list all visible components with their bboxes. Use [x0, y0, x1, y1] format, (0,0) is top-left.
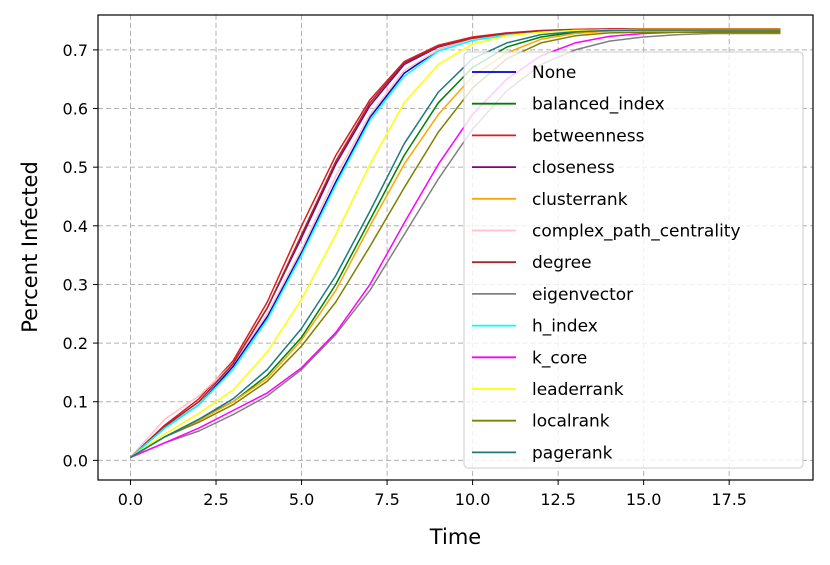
x-tick-label: 10.0 — [455, 490, 491, 509]
x-axis-ticks: 0.0 2.5 5.0 7.5 10.0 12.5 15.0 17.5 — [118, 480, 747, 509]
legend-label: None — [532, 63, 576, 83]
legend-label: betweenness — [532, 126, 645, 146]
x-tick-label: 12.5 — [540, 490, 576, 509]
legend-label: complex_path_centrality — [532, 222, 741, 242]
y-tick-label: 0.5 — [63, 158, 88, 177]
legend: None balanced_index betweenness closeness cl… — [463, 51, 804, 469]
y-tick-label: 0.6 — [63, 100, 88, 119]
legend-label: balanced_index — [532, 95, 665, 115]
legend-label: localrank — [532, 412, 610, 432]
x-tick-label: 0.0 — [118, 490, 143, 509]
x-axis-label: Time — [429, 525, 481, 549]
legend-label: clusterrank — [532, 190, 628, 210]
y-tick-label: 0.3 — [63, 275, 88, 294]
x-tick-label: 5.0 — [289, 490, 314, 509]
axes-frame — [97, 14, 814, 481]
legend-label: closeness — [532, 158, 615, 178]
y-axis-ticks: 0.0 0.1 0.2 0.3 0.4 0.5 0.6 0.7 — [63, 41, 98, 470]
series-lines — [129, 28, 781, 459]
y-tick-label: 0.4 — [63, 217, 88, 236]
x-tick-label: 17.5 — [711, 490, 747, 509]
y-axis-label: Percent Infected — [18, 161, 42, 333]
legend-label: leaderrank — [532, 380, 624, 400]
series-line-eigenvector — [130, 32, 781, 459]
series-line-pagerank — [130, 29, 781, 459]
y-tick-label: 0.0 — [63, 451, 88, 470]
legend-box — [463, 51, 804, 469]
x-tick-label: 15.0 — [626, 490, 662, 509]
legend-label: eigenvector — [532, 285, 633, 305]
legend-label: h_index — [532, 317, 598, 337]
y-tick-label: 0.7 — [63, 41, 88, 60]
y-tick-label: 0.2 — [63, 334, 88, 353]
x-tick-label: 7.5 — [374, 490, 399, 509]
series-line-localrank — [130, 31, 781, 459]
x-tick-label: 2.5 — [203, 490, 228, 509]
legend-label: pagerank — [532, 443, 613, 463]
legend-label: k_core — [532, 348, 587, 368]
y-tick-label: 0.1 — [63, 393, 88, 412]
legend-label: degree — [532, 253, 592, 273]
